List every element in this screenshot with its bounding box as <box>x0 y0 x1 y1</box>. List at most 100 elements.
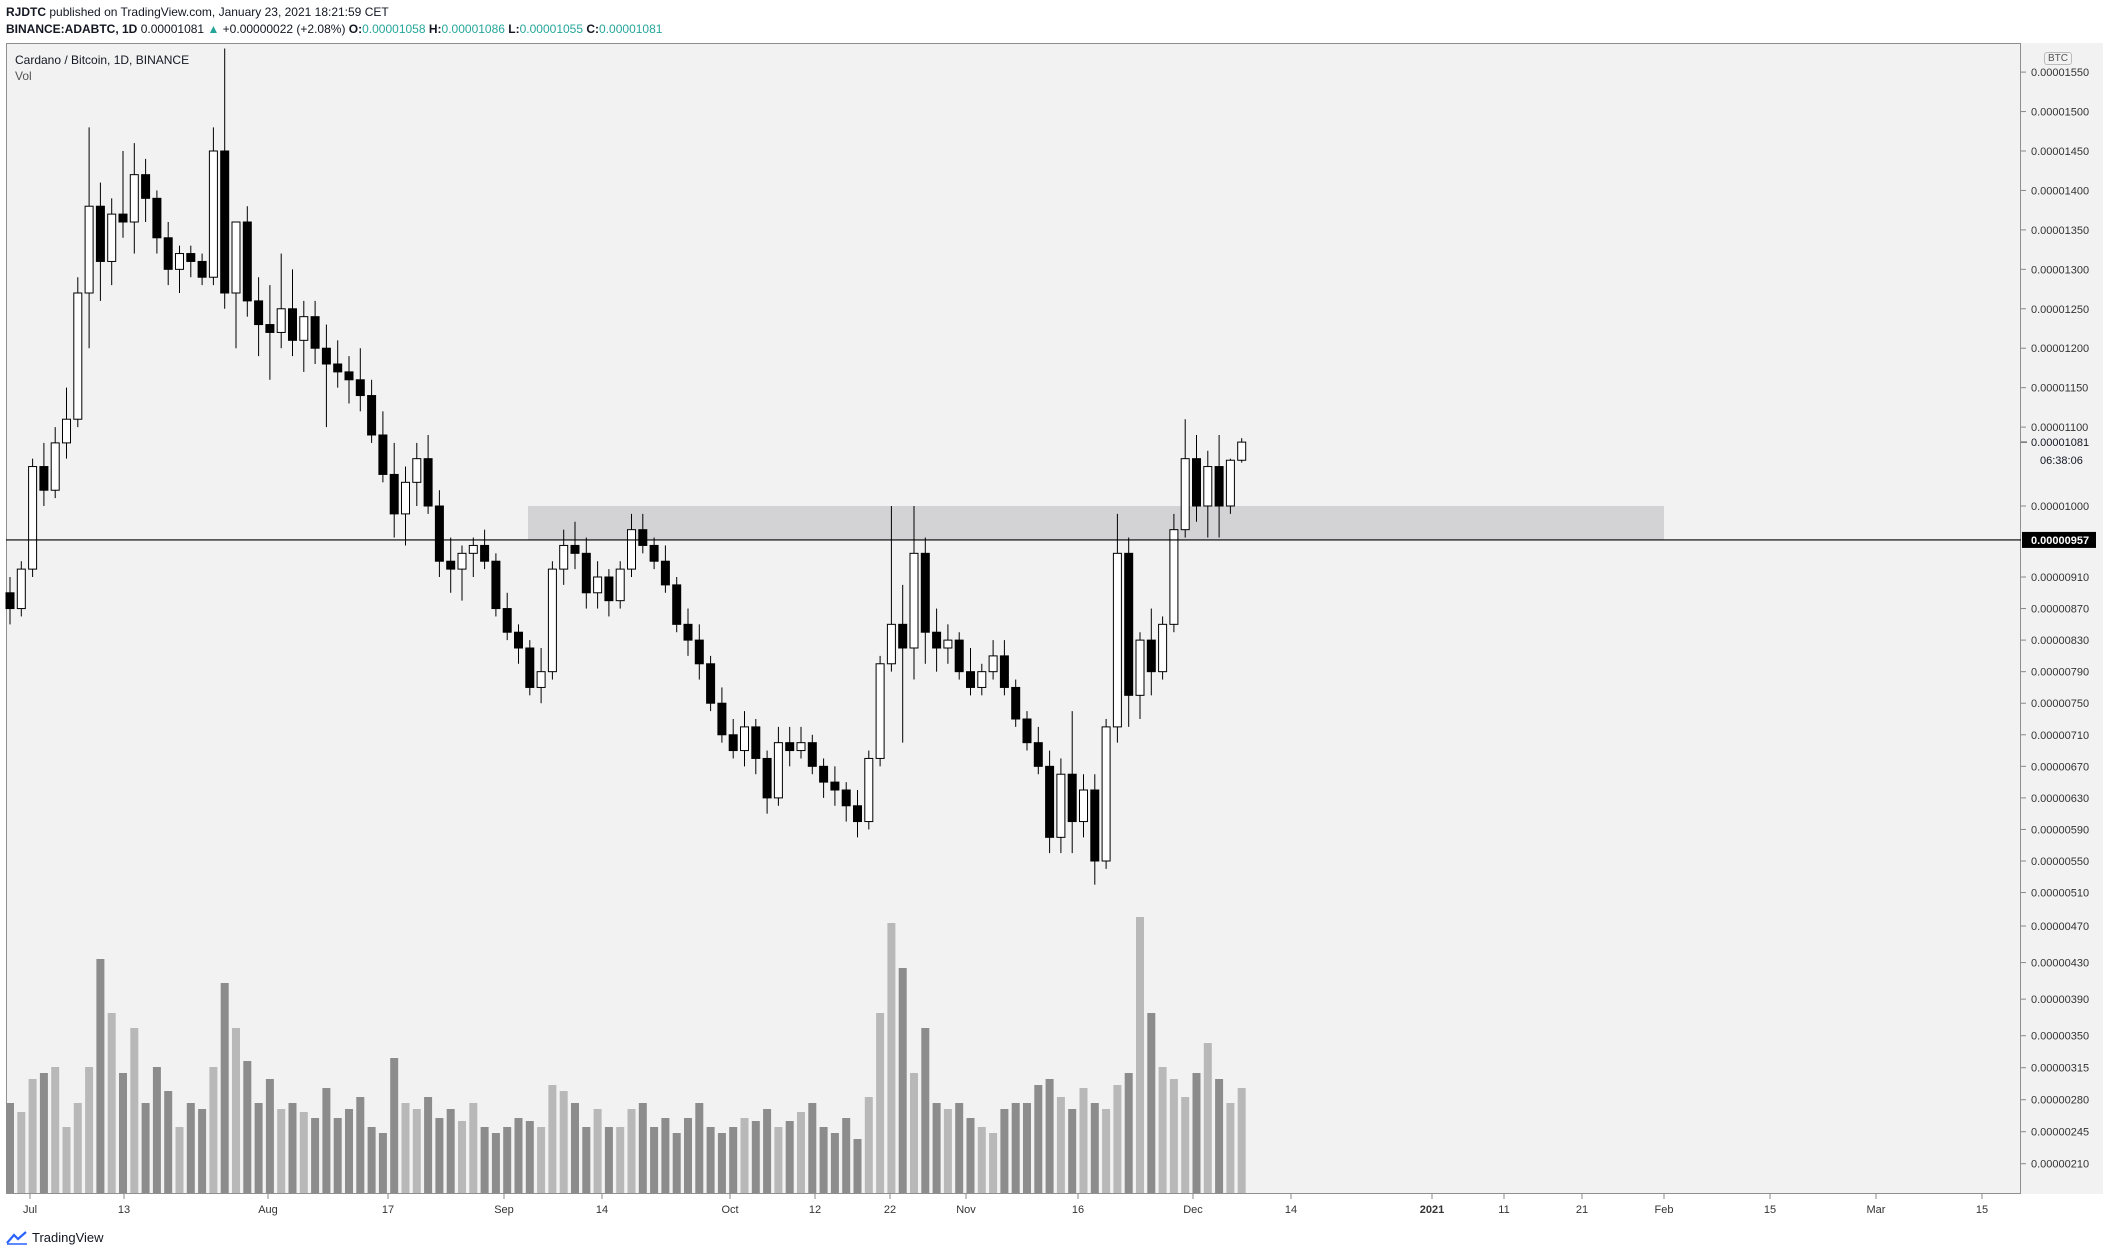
candle-body <box>1124 552 1134 696</box>
candle-body <box>220 150 230 294</box>
volume-bar <box>175 1127 184 1193</box>
candle-body <box>615 568 625 602</box>
volume-bar <box>1147 1013 1156 1193</box>
volume-bar <box>751 1121 760 1193</box>
price-tick-label: 0.00001100 <box>2031 422 2088 434</box>
candle-body <box>50 442 60 491</box>
candle-body <box>728 734 738 752</box>
volume-bar <box>717 1133 726 1193</box>
time-tick-label: Oct <box>721 1204 738 1216</box>
time-tick-label: 14 <box>1285 1204 1297 1216</box>
price-tick-label: 0.00000245 <box>2031 1127 2089 1139</box>
brand-name[interactable]: TradingView <box>32 1230 104 1245</box>
price-axis-ticks: 0.00001550 0.00001500 0.00001450 0.00001400… <box>2021 67 2089 1171</box>
candle-body <box>694 639 704 665</box>
candle-body <box>593 576 603 594</box>
candle-body <box>559 544 569 570</box>
time-tick-label: Aug <box>258 1204 278 1216</box>
candle-body <box>457 552 467 570</box>
currency-badge[interactable]: BTC <box>2044 52 2072 65</box>
volume-bar <box>209 1067 218 1193</box>
candle-body <box>1158 623 1168 673</box>
candle-body <box>1056 773 1066 838</box>
candle-body <box>1214 466 1224 507</box>
close-label: C: <box>586 22 600 36</box>
price-axis[interactable] <box>2021 43 2103 1194</box>
candle-body <box>333 363 343 373</box>
volume-bar <box>1136 917 1144 1193</box>
price-tick-label: 0.00001550 <box>2031 67 2089 79</box>
candle-body <box>107 213 117 262</box>
volume-bar <box>243 1061 252 1193</box>
volume-bar <box>853 1139 862 1193</box>
candle-body <box>1203 466 1213 507</box>
close-value: 0.00001081 <box>599 22 663 36</box>
legend-volume: Vol <box>15 69 32 83</box>
price-tick-label: 0.00001450 <box>2031 146 2089 158</box>
candle-body <box>288 308 297 341</box>
candle-body <box>547 568 557 673</box>
candle-body <box>175 253 184 270</box>
high-value: 0.00001086 <box>441 22 505 36</box>
volume-bar <box>842 1118 851 1193</box>
time-tick-label: Mar <box>1867 1204 1886 1216</box>
candle-body <box>378 434 388 475</box>
volume-bar <box>220 983 229 1193</box>
volume-bar <box>627 1109 636 1193</box>
candle-body <box>672 584 682 625</box>
candle-body <box>480 544 490 562</box>
volume-bar <box>638 1103 647 1193</box>
volume-bar <box>729 1127 738 1193</box>
chart-pane[interactable] <box>6 43 2021 1194</box>
candle-body <box>660 560 670 586</box>
author-name[interactable]: RJDTC <box>6 5 47 19</box>
volume-bar <box>559 1091 568 1193</box>
price-tick-label: 0.00000790 <box>2031 667 2089 679</box>
candle-body <box>242 221 252 302</box>
candle-body <box>95 205 105 262</box>
candle-body <box>649 544 659 562</box>
volume-bar <box>797 1112 805 1193</box>
volume-bar <box>514 1118 523 1193</box>
volume-bar <box>186 1103 195 1193</box>
price-tick-label: 0.00000510 <box>2031 888 2089 900</box>
candle-body <box>1079 789 1088 823</box>
price-tick-label: 0.00000350 <box>2031 1031 2089 1043</box>
candle-body <box>118 213 128 223</box>
publish-line: RJDTC published on TradingView.com, Janu… <box>6 4 662 21</box>
volume-bar <box>695 1103 704 1193</box>
candle-body <box>988 655 998 673</box>
volume-bar <box>96 959 105 1193</box>
time-tick-label: 13 <box>118 1204 130 1216</box>
time-tick-label: 14 <box>596 1204 608 1216</box>
candle-body <box>536 671 546 688</box>
candle-body <box>570 544 580 554</box>
candle-body <box>1101 726 1111 862</box>
candle-body <box>265 324 275 333</box>
candle-body <box>423 458 433 507</box>
candle-body <box>954 639 964 673</box>
candle-body <box>1090 789 1100 862</box>
tradingview-logo-icon <box>6 1230 27 1245</box>
volume-bar <box>582 1127 591 1193</box>
price-tick-label: 0.00001150 <box>2031 383 2088 395</box>
candle-body <box>853 805 862 823</box>
volume-bar <box>446 1109 455 1193</box>
candle-body <box>977 671 987 688</box>
volume-bar <box>604 1127 613 1193</box>
candle-body <box>875 663 885 759</box>
time-tick-label: 2021 <box>1420 1204 1444 1216</box>
change-arrow-icon: ▲ <box>207 22 220 36</box>
candle-body <box>819 765 829 783</box>
candle-body <box>1192 458 1201 507</box>
time-tick-label: Jul <box>23 1204 37 1216</box>
volume-bar <box>525 1121 534 1193</box>
candle-body <box>468 544 478 554</box>
volume-bar <box>1102 1109 1111 1193</box>
volume-bar <box>62 1127 71 1193</box>
volume-bar <box>1056 1097 1065 1193</box>
volume-bar <box>1011 1103 1020 1193</box>
candle-body <box>1169 529 1179 625</box>
price-tick-label: 0.00001300 <box>2031 264 2089 276</box>
